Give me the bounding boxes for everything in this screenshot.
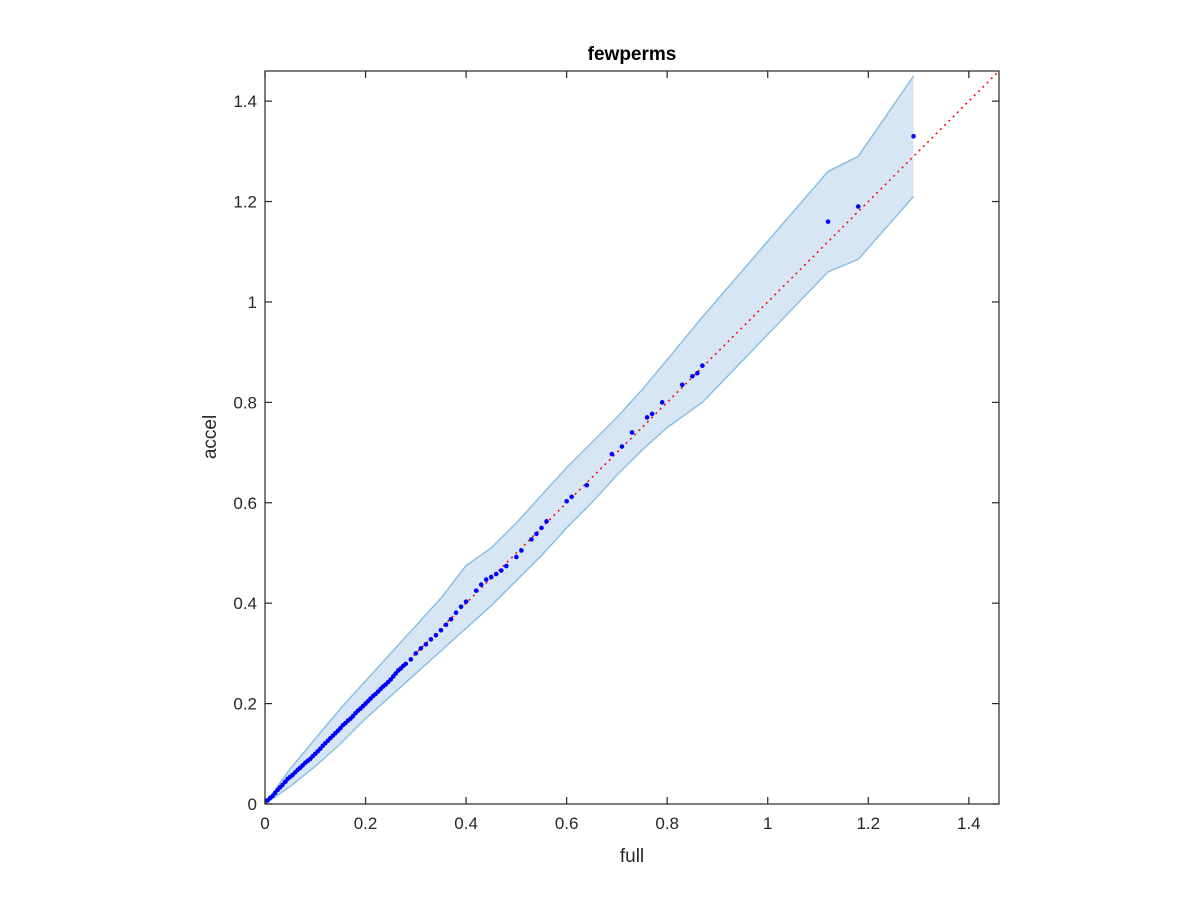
- axes: [264, 70, 1000, 805]
- confidence-band-upper: [264, 75, 915, 805]
- chart-text: fewperms full accel 0 0.2 0.4 0.6 0.8 1 1.2 1.4…: [200, 44, 981, 867]
- data-point: [700, 363, 705, 369]
- y-tick-label: 0.6: [233, 494, 257, 513]
- data-point: [350, 713, 356, 719]
- data-point: [519, 548, 524, 553]
- y-tick-label: 0.2: [233, 695, 257, 714]
- data-point: [564, 498, 569, 504]
- data-point: [584, 482, 590, 488]
- x-tick-label: 0.4: [454, 814, 478, 833]
- data-point: [498, 568, 504, 573]
- data-point: [504, 563, 509, 569]
- reference-line: [264, 70, 1000, 805]
- data-point: [825, 219, 831, 224]
- data-point: [609, 451, 615, 457]
- y-tick-label: 0: [248, 795, 257, 814]
- confidence-band: [264, 75, 915, 805]
- data-point: [514, 554, 519, 560]
- data-point: [428, 637, 434, 642]
- data-point: [483, 577, 489, 582]
- data-point: [418, 646, 424, 651]
- x-tick-label: 0: [260, 814, 269, 833]
- y-tick-label: 0.8: [233, 393, 257, 412]
- data-point: [403, 661, 409, 667]
- data-point: [478, 582, 484, 587]
- data-point: [393, 671, 399, 676]
- data-point: [443, 622, 449, 628]
- x-tick-label: 1.4: [957, 814, 981, 833]
- data-point: [911, 133, 916, 139]
- data-point: [488, 574, 494, 580]
- data-point: [413, 651, 419, 656]
- data-point: [448, 616, 454, 622]
- data-points: [265, 133, 916, 803]
- data-point: [390, 674, 396, 679]
- confidence-band-fill: [265, 76, 914, 804]
- confidence-band-lower: [264, 196, 915, 805]
- y-tick-label: 1: [248, 293, 257, 312]
- y-tick-label: 1.2: [233, 193, 257, 212]
- data-point: [493, 571, 499, 577]
- chart-title: fewperms: [588, 44, 677, 65]
- data-point: [679, 382, 685, 388]
- data-point: [318, 746, 323, 752]
- data-point: [539, 525, 544, 531]
- data-point: [659, 400, 665, 405]
- data-point: [408, 657, 414, 662]
- x-tick-label: 0.2: [354, 814, 378, 833]
- x-tick-label: 0.8: [655, 814, 679, 833]
- data-point: [280, 782, 285, 788]
- y-axis-label: accel: [200, 415, 221, 459]
- data-point: [388, 677, 393, 682]
- reference-line-layer: [264, 70, 1000, 805]
- data-point: [649, 411, 655, 417]
- x-tick-label: 0.6: [555, 814, 579, 833]
- x-tick-label: 1.2: [856, 814, 880, 833]
- x-axis-label: full: [620, 846, 644, 867]
- data-point: [473, 588, 479, 593]
- data-point: [544, 519, 549, 524]
- data-point: [629, 430, 635, 435]
- plot-frame: [264, 70, 1000, 805]
- data-point: [270, 793, 275, 799]
- data-point: [438, 627, 444, 633]
- data-point: [433, 633, 439, 638]
- data-point: [644, 415, 650, 420]
- data-point: [453, 610, 459, 616]
- data-point: [463, 599, 469, 604]
- data-point: [529, 537, 534, 542]
- data-point: [534, 531, 539, 537]
- data-point: [423, 642, 429, 647]
- data-point: [855, 204, 861, 209]
- data-point: [338, 725, 343, 731]
- x-tick-label: 1: [763, 814, 772, 833]
- data-point: [695, 370, 700, 376]
- data-point: [619, 444, 625, 449]
- data-point: [690, 373, 695, 379]
- y-tick-label: 1.4: [233, 92, 257, 111]
- data-point: [272, 790, 278, 796]
- y-tick-label: 0.4: [233, 594, 257, 613]
- data-point: [458, 604, 464, 609]
- data-point: [282, 779, 288, 785]
- data-point: [569, 494, 574, 500]
